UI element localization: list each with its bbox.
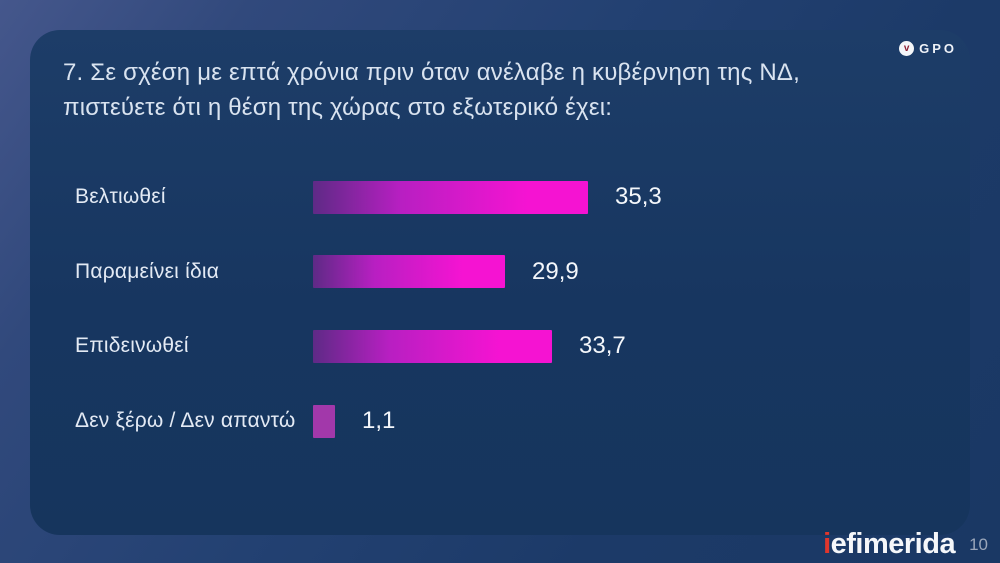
iefimerida-logo-i: i: [823, 528, 831, 560]
value-label: 1,1: [362, 407, 396, 435]
value-bar: [313, 180, 588, 214]
category-label: Επιδεινωθεί: [75, 334, 189, 358]
category-label: Παραμείνει ίδια: [75, 259, 220, 283]
value-label: 35,3: [615, 183, 662, 211]
question-title: 7. Σε σχέση με επτά χρόνια πριν όταν ανέ…: [63, 55, 883, 125]
value-bar: [313, 255, 505, 289]
category-label: Βελτιωθεί: [75, 185, 166, 209]
iefimerida-logo-rest: efimerida: [830, 528, 956, 560]
iefimerida-logo: iefimerida: [823, 528, 956, 560]
chart-row: Παραμείνει ίδια 29,9: [75, 235, 935, 310]
chart-row: Βελτιωθεί 35,3: [75, 160, 935, 235]
value-bar: [313, 404, 335, 438]
value-bar: [313, 329, 552, 363]
chart-row: Δεν ξέρω / Δεν απαντώ 1,1: [75, 384, 935, 459]
value-label: 33,7: [579, 332, 626, 360]
page-number: 10: [969, 534, 988, 554]
value-label: 29,9: [532, 257, 579, 285]
question-title-line-2: πιστεύετε ότι η θέση της χώρας στο εξωτε…: [63, 94, 613, 121]
chart-row: Επιδεινωθεί 33,7: [75, 309, 935, 384]
gpo-logo-text: GPO: [919, 41, 957, 56]
question-title-line-1: 7. Σε σχέση με επτά χρόνια πριν όταν ανέ…: [63, 59, 800, 86]
footer: iefimerida 10: [823, 530, 988, 559]
gpo-logo: v GPO: [899, 41, 957, 56]
gpo-logo-icon: v: [899, 41, 915, 56]
bar-chart: Βελτιωθεί 35,3 Παραμείνει ίδια 29,9 Επιδ…: [75, 160, 935, 458]
category-label: Δεν ξέρω / Δεν απαντώ: [75, 409, 296, 433]
